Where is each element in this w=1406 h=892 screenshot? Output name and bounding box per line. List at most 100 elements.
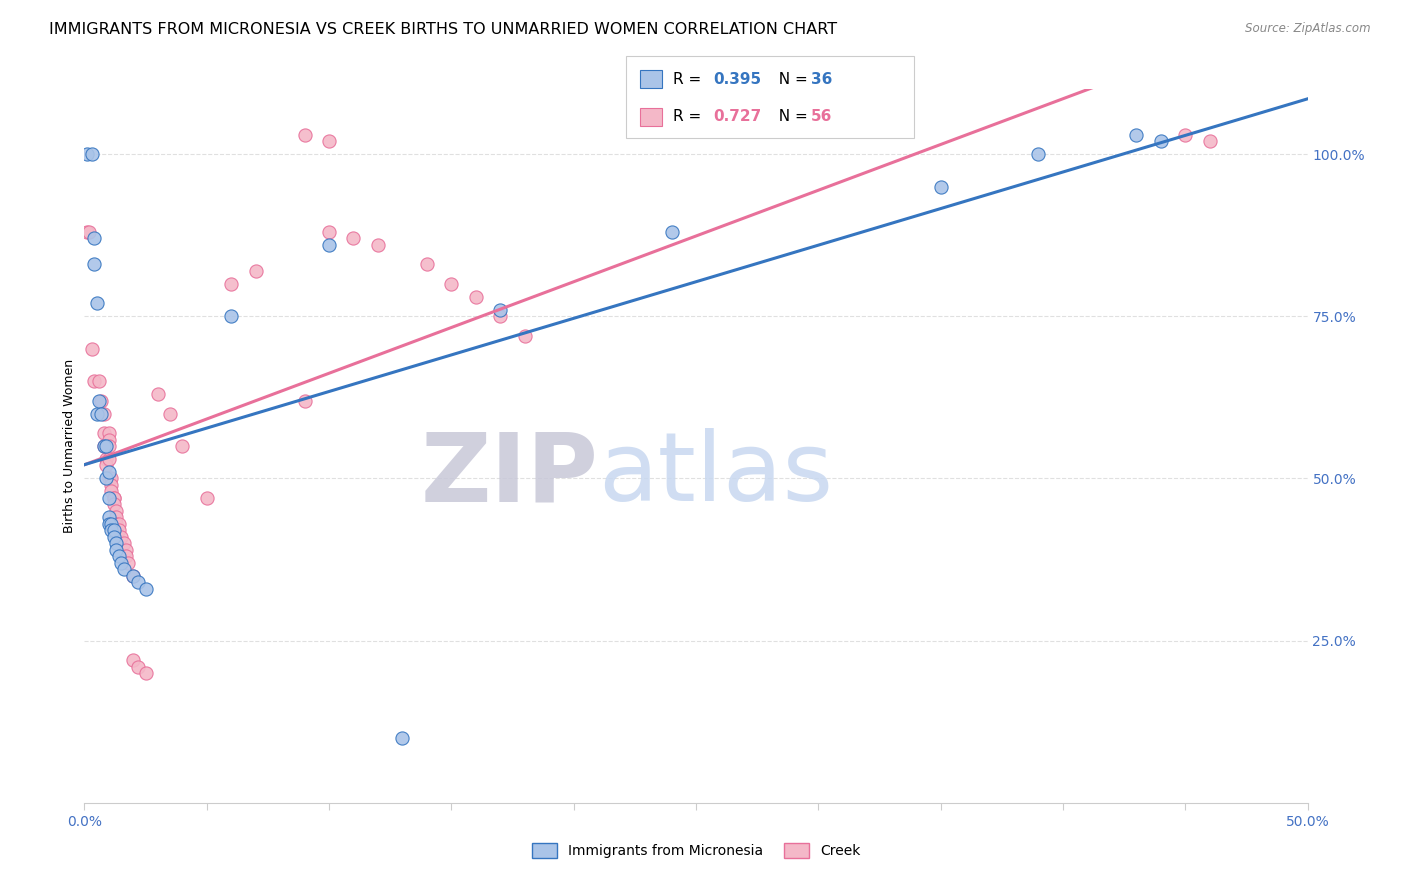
Point [93,407,115,421]
Point [159,407,181,421]
Point [135,582,157,596]
Point [1125,128,1147,142]
Point [115,549,138,564]
Point [112,536,135,550]
Point [93,439,115,453]
Point [87,374,110,388]
Point [122,568,145,582]
Text: N =: N = [769,110,813,124]
Text: ZIP: ZIP [420,428,598,521]
Point [367,238,389,252]
Point [93,425,115,440]
Point [96,452,118,467]
Point [342,231,364,245]
Point [146,387,169,401]
Point [97,491,120,505]
Point [1150,134,1173,148]
Point [294,393,316,408]
Point [245,264,267,278]
Point [100,478,122,492]
Text: 56: 56 [811,110,832,124]
Point [219,310,242,324]
Text: 36: 36 [811,71,832,87]
Point [97,452,120,467]
Point [97,433,120,447]
Point [105,504,128,518]
Point [103,497,125,511]
Point [172,439,194,453]
Point [105,516,128,531]
Point [86,296,108,310]
Point [87,393,110,408]
Point [90,407,112,421]
Point [80,147,103,161]
Point [122,568,145,582]
Point [112,562,135,576]
Point [127,659,149,673]
Point [105,510,128,524]
Point [195,491,218,505]
Point [93,439,115,453]
Legend: Immigrants from Micronesia, Creek: Immigrants from Micronesia, Creek [526,838,866,863]
Point [1174,128,1197,142]
Point [96,458,118,473]
Text: R =: R = [673,110,707,124]
Point [1198,134,1220,148]
Point [661,225,683,239]
Point [96,439,118,453]
Point [489,310,512,324]
Point [135,666,157,681]
Text: 0.395: 0.395 [713,71,761,87]
Point [97,425,120,440]
Point [103,491,125,505]
Point [76,225,98,239]
Point [115,542,138,557]
Point [294,128,316,142]
Point [97,516,120,531]
Point [391,731,413,745]
Text: atlas: atlas [598,428,834,521]
Point [318,134,340,148]
Point [105,536,128,550]
Point [110,556,132,570]
Point [83,231,105,245]
Point [489,302,512,317]
Point [219,277,242,291]
Point [103,524,125,538]
Point [318,238,340,252]
Point [100,484,122,499]
Text: IMMIGRANTS FROM MICRONESIA VS CREEK BIRTHS TO UNMARRIED WOMEN CORRELATION CHART: IMMIGRANTS FROM MICRONESIA VS CREEK BIRT… [49,22,838,37]
Point [90,393,112,408]
Y-axis label: Births to Unmarried Women: Births to Unmarried Women [63,359,76,533]
Point [103,491,125,505]
Point [83,374,105,388]
Point [440,277,463,291]
Point [105,542,128,557]
Point [464,290,486,304]
Point [416,257,439,271]
Point [122,653,145,667]
Point [97,465,120,479]
Text: Source: ZipAtlas.com: Source: ZipAtlas.com [1246,22,1371,36]
Point [318,225,340,239]
Point [117,556,139,570]
Point [127,575,149,590]
Point [96,471,118,485]
Point [80,342,103,356]
Point [83,257,105,271]
Point [97,439,120,453]
Point [929,179,952,194]
Point [107,524,129,538]
Point [96,439,118,453]
Text: 0.727: 0.727 [713,110,761,124]
Point [77,225,100,239]
Point [107,516,129,531]
Text: N =: N = [769,71,813,87]
Point [1028,147,1050,161]
Point [100,516,122,531]
Point [107,549,129,564]
Point [76,147,98,161]
Point [100,524,122,538]
Point [97,471,120,485]
Point [513,328,536,343]
